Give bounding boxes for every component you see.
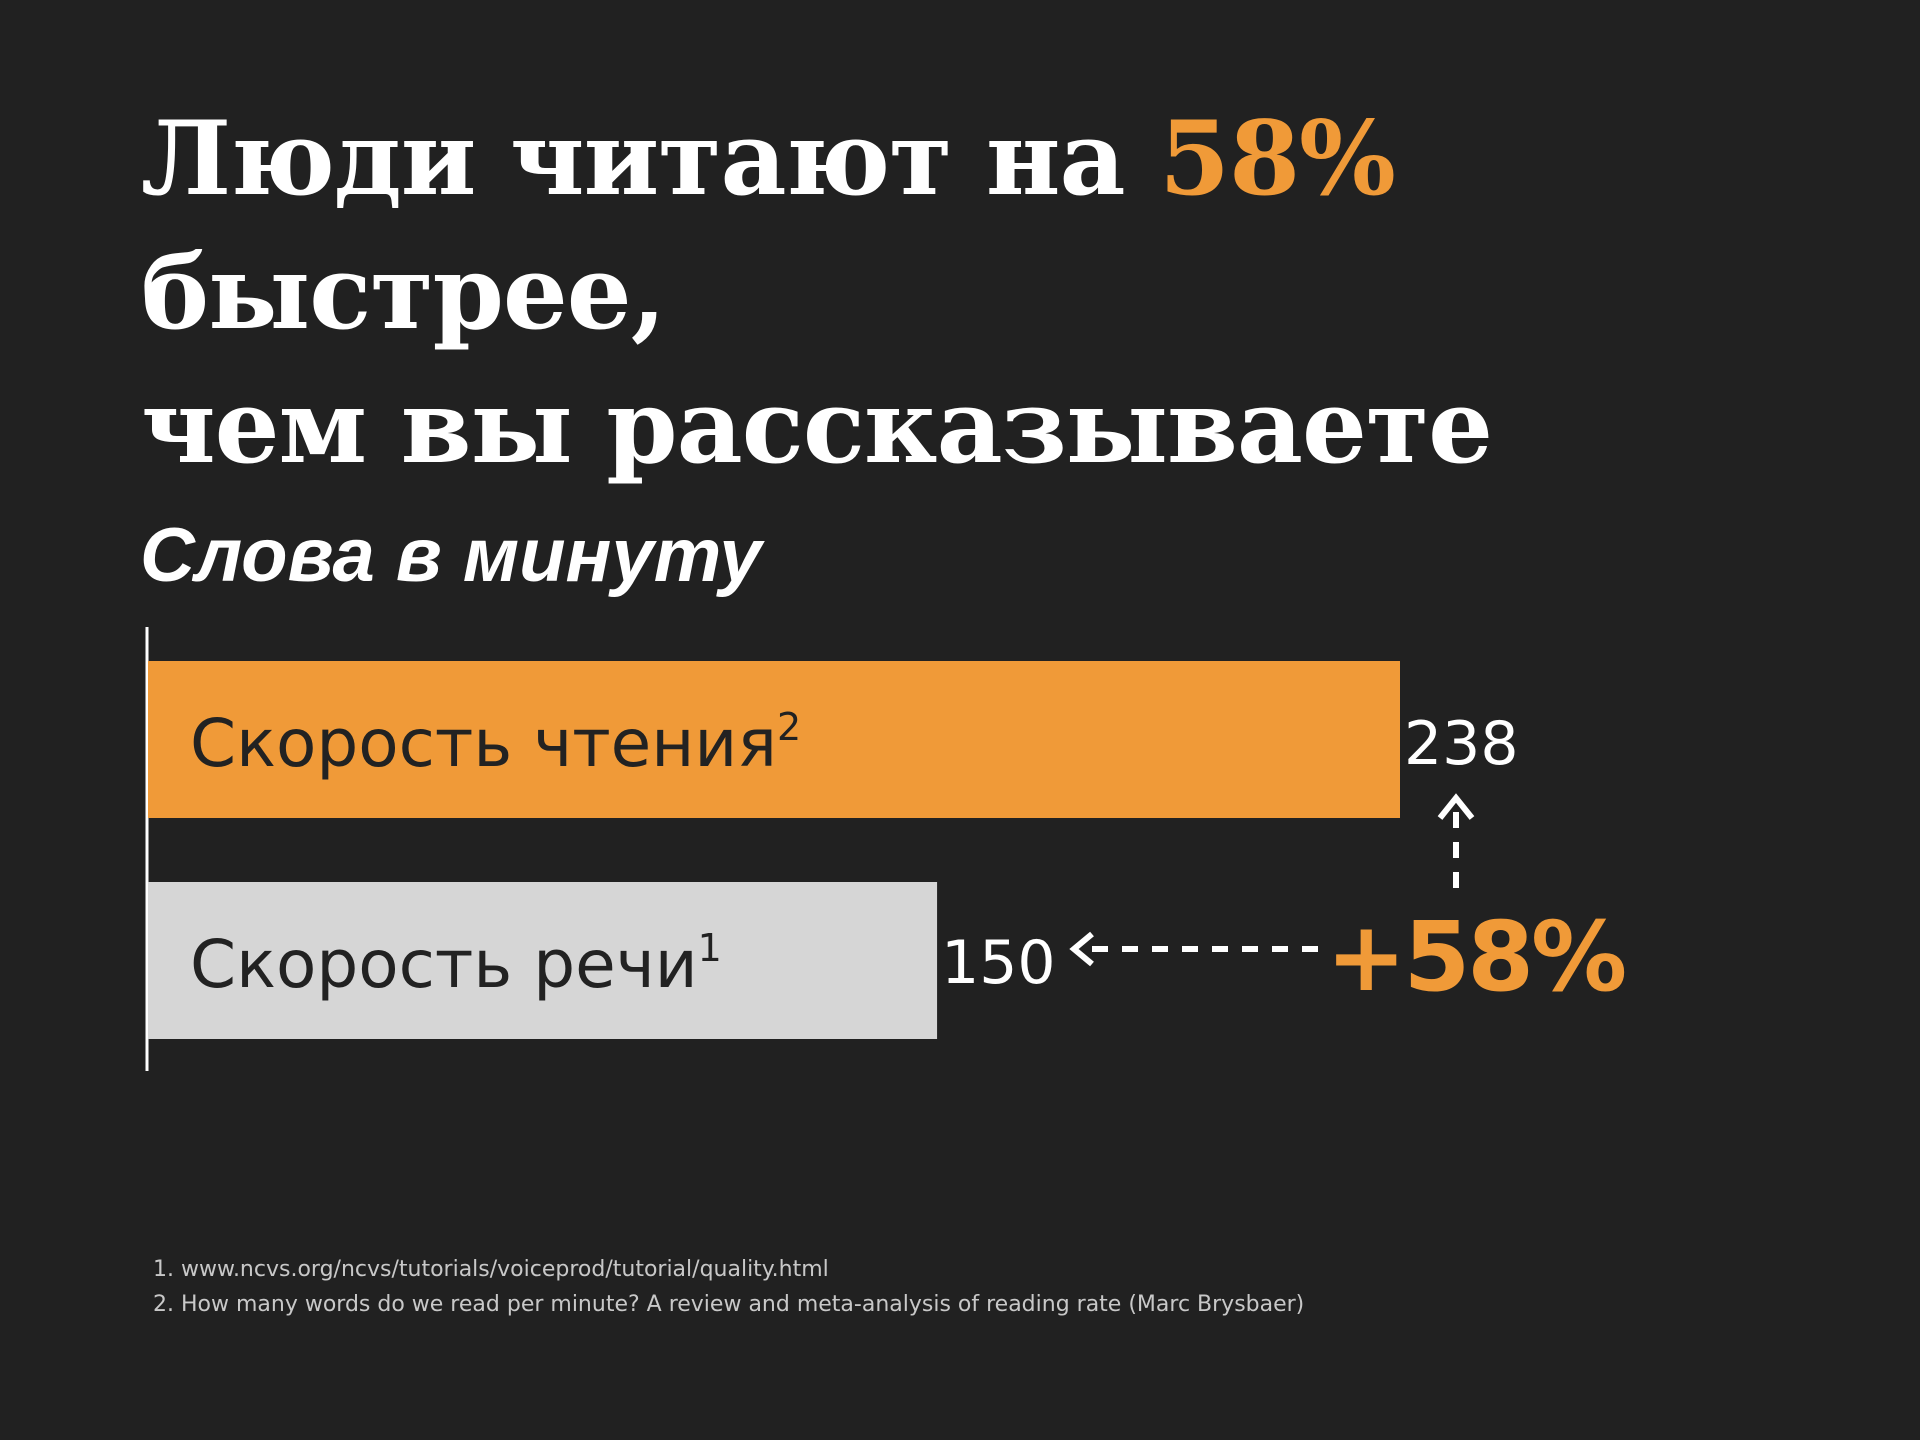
title-part1: Люди читают на	[141, 99, 1160, 219]
value-label: 150	[941, 928, 1056, 998]
title-line2: чем вы рассказываете	[141, 367, 1493, 487]
footnote-2: 2. How many words do we read per minute?…	[153, 1292, 1305, 1317]
bar-label: Скорость чтения2	[190, 705, 801, 782]
percent-increase-annotation: +58%	[1326, 901, 1625, 1013]
title-part2: быстрее,	[141, 233, 666, 353]
bar-label-superscript: 1	[698, 926, 722, 970]
title-highlight: 58%	[1159, 99, 1396, 219]
slide-title: Люди читают на 58% быстрее, чем вы расска…	[141, 92, 1920, 494]
arrow-left-head	[1069, 931, 1094, 967]
bar-label-superscript: 2	[777, 705, 801, 749]
bar-1	[148, 661, 1400, 818]
chart-title: Слова в минуту	[140, 513, 762, 598]
footnote-1: 1. www.ncvs.org/ncvs/tutorials/voiceprod…	[153, 1257, 829, 1282]
arrow-up-head	[1437, 793, 1475, 820]
bar-label: Скорость речи1	[190, 926, 722, 1003]
bar-2	[148, 882, 938, 1039]
value-label: 238	[1404, 709, 1519, 779]
